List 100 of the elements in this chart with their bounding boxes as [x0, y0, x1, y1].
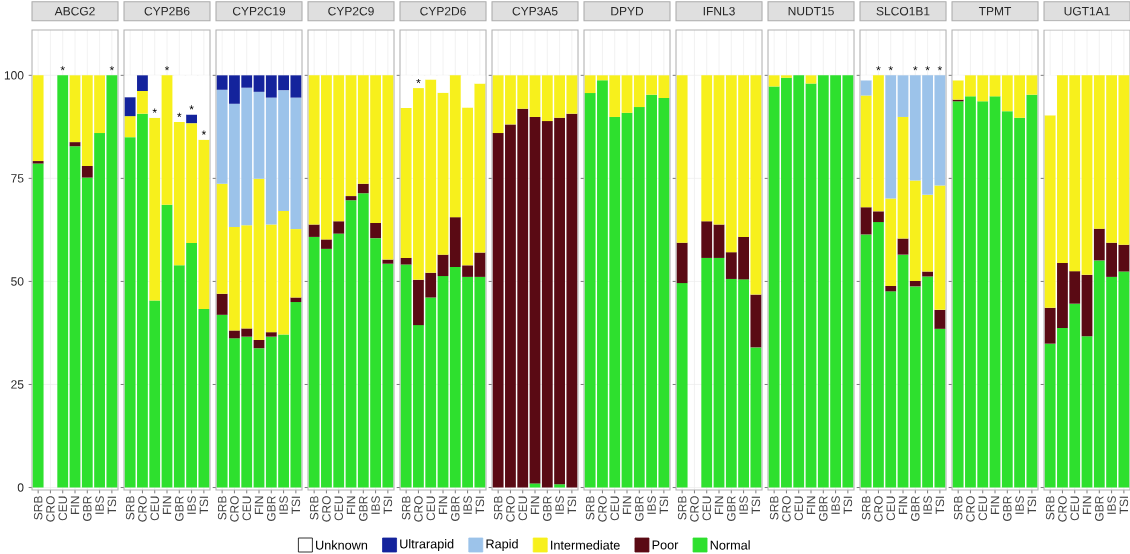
legend-label: Normal — [710, 540, 750, 550]
x-tick-label: CRO — [46, 496, 55, 522]
x-tick-label: IBS — [1107, 496, 1116, 514]
x-tick-label: CEU — [426, 496, 435, 521]
x-tick-label: FIN — [806, 496, 816, 514]
x-tick-label: CRO — [138, 496, 147, 522]
x-tick-label: TSI — [199, 496, 209, 514]
chart-title: ABCG2 — [54, 6, 95, 16]
x-tick-label: GBR — [1095, 496, 1104, 521]
x-tick-label: IBS — [187, 496, 196, 514]
x-tick-label: SRB — [1045, 496, 1055, 520]
x-tick-label: IBS — [647, 496, 656, 514]
x-tick-label: TSI — [383, 496, 393, 514]
x-tick-label: GBR — [1003, 496, 1012, 521]
x-tick-label: TSI — [1119, 496, 1129, 514]
annotation: * — [152, 108, 157, 113]
x-tick-label: CRO — [230, 496, 239, 522]
x-tick-label: CRO — [1058, 496, 1067, 522]
x-tick-label: IBS — [463, 496, 472, 514]
x-tick-label: TSI — [751, 496, 761, 514]
x-tick-label: FIN — [1082, 496, 1092, 514]
annotation: * — [937, 66, 943, 71]
x-tick-label: IBS — [739, 496, 748, 514]
x-tick-label: SRB — [677, 496, 687, 520]
annotation: * — [925, 66, 930, 71]
x-tick-label: CEU — [150, 496, 159, 521]
x-tick-label: IBS — [371, 496, 380, 514]
x-tick-label: TSI — [843, 496, 853, 514]
x-tick-label: GBR — [543, 496, 552, 521]
x-tick-label: SRB — [309, 496, 319, 520]
x-tick-label: IBS — [279, 496, 288, 514]
x-tick-label: TSI — [291, 496, 301, 514]
x-tick-label: FIN — [622, 496, 632, 514]
x-tick-label: IBS — [1015, 496, 1024, 514]
x-tick-label: CRO — [690, 496, 699, 522]
legend-label: Poor — [652, 540, 679, 550]
x-tick-label: CEU — [702, 496, 711, 521]
x-tick-label: CEU — [1070, 496, 1079, 521]
x-tick-label: GBR — [267, 496, 276, 521]
x-tick-label: IBS — [923, 496, 932, 514]
x-tick-label: GBR — [911, 496, 920, 521]
x-tick-label: GBR — [635, 496, 644, 521]
annotation: * — [201, 130, 207, 135]
x-tick-label: CEU — [978, 496, 987, 521]
x-tick-label: GBR — [451, 496, 460, 521]
chart-title: CYP2D6 — [420, 6, 466, 16]
x-tick-label: CRO — [874, 496, 883, 522]
x-tick-label: CRO — [598, 496, 607, 522]
x-tick-label: SRB — [217, 496, 227, 520]
annotation: * — [888, 66, 893, 71]
x-tick-label: GBR — [727, 496, 736, 521]
x-tick-label: CRO — [322, 496, 331, 522]
x-tick-label: SRB — [585, 496, 595, 520]
x-tick-label: CEU — [58, 496, 67, 521]
x-tick-label: CEU — [518, 496, 527, 521]
annotation: * — [60, 66, 65, 71]
x-tick-label: IBS — [95, 496, 104, 514]
x-tick-label: SRB — [493, 496, 503, 520]
annotation: * — [109, 66, 115, 71]
chart-title: DPYD — [611, 7, 644, 16]
y-tick-label: 100 — [4, 71, 24, 80]
chart-title: SLCO1B1 — [876, 6, 930, 16]
x-tick-label: SRB — [125, 496, 135, 520]
chart-title: UGT1A1 — [1064, 6, 1110, 16]
x-tick-label: GBR — [175, 496, 184, 521]
chart-title: CYP2B6 — [144, 6, 190, 16]
x-tick-label: CRO — [782, 496, 791, 522]
chart-title: NUDT15 — [788, 6, 834, 16]
x-tick-label: FIN — [438, 496, 448, 514]
x-tick-label: FIN — [530, 496, 540, 514]
x-tick-label: SRB — [33, 496, 43, 520]
legend-label: Unknown — [316, 540, 368, 550]
x-tick-label: TSI — [659, 496, 669, 514]
y-tick-label: 25 — [11, 380, 24, 389]
x-tick-label: FIN — [254, 496, 264, 514]
y-tick-label: 75 — [11, 174, 24, 183]
chart-title: CYP3A5 — [512, 6, 558, 16]
annotation: * — [876, 66, 881, 71]
y-tick-label: 50 — [11, 277, 24, 286]
x-tick-label: GBR — [83, 496, 92, 521]
x-tick-label: FIN — [70, 496, 80, 514]
annotation: * — [416, 78, 421, 84]
legend-label: Intermediate — [551, 540, 620, 550]
chart-title: CYP2C9 — [328, 6, 374, 16]
x-tick-label: CEU — [334, 496, 343, 521]
x-tick-label: TSI — [475, 496, 485, 514]
annotation: * — [164, 66, 170, 71]
x-tick-label: CEU — [886, 496, 895, 521]
x-tick-label: SRB — [861, 496, 871, 520]
x-tick-label: TSI — [935, 496, 945, 514]
x-tick-label: CRO — [966, 496, 975, 522]
x-tick-label: CRO — [414, 496, 423, 522]
x-tick-label: SRB — [401, 496, 411, 520]
x-tick-label: FIN — [162, 496, 172, 514]
x-tick-label: TSI — [1027, 496, 1037, 514]
x-tick-label: GBR — [819, 496, 828, 521]
x-tick-label: CEU — [794, 496, 803, 521]
x-tick-label: IBS — [831, 496, 840, 514]
x-tick-label: FIN — [898, 496, 908, 514]
annotation: * — [913, 66, 918, 71]
